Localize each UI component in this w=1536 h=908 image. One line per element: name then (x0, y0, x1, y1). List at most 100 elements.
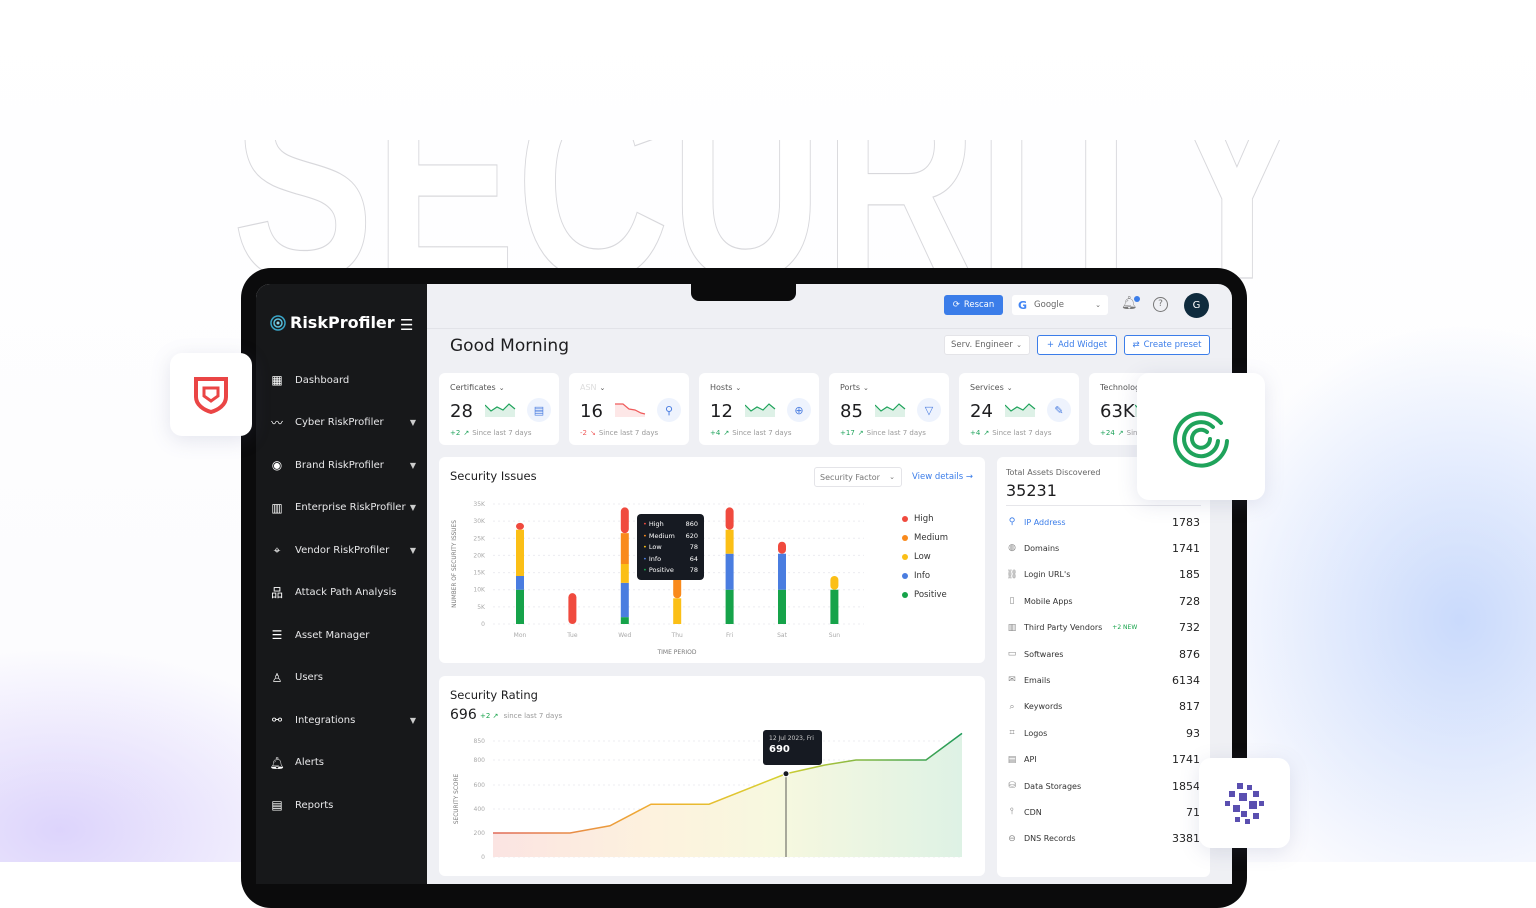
asset-row-dns-records[interactable]: ⊖ DNS Records 3381 (1006, 831, 1200, 847)
legend-item-info[interactable]: Info (902, 571, 930, 581)
bar-segment-info[interactable] (620, 582, 629, 618)
stat-label[interactable]: Services ⌄ (970, 383, 1013, 392)
sidebar-item-brand-riskprofiler[interactable]: ◉ Brand RiskProfiler ▼ (268, 454, 418, 476)
asset-count: 876 (1179, 647, 1200, 661)
sidebar-item-cyber-riskprofiler[interactable]: 〰 Cyber RiskProfiler ▼ (268, 412, 418, 434)
asset-row-softwares[interactable]: ▭ Softwares 876 (1006, 646, 1200, 662)
asset-row-emails[interactable]: ✉ Emails 6134 (1006, 672, 1200, 688)
bar-segment-info[interactable] (725, 553, 734, 590)
stat-card-hosts[interactable]: Hosts ⌄ 12 ⊕ +4 ↗ Since last 7 days (699, 373, 819, 445)
tooltip-series-name: Low (648, 543, 662, 551)
bell-icon: 🔔︎ (269, 755, 285, 770)
sidebar-item-reports[interactable]: ▤ Reports (268, 794, 418, 816)
stat-label[interactable]: Certificates ⌄ (450, 383, 505, 392)
bar-segment-medium[interactable] (620, 533, 629, 564)
security-factor-select[interactable]: Security Factor ⌄ (814, 467, 902, 487)
trend-down-icon: ↘ (589, 429, 596, 437)
bell-icon[interactable]: 🔔︎ (1121, 296, 1138, 311)
legend-item-high[interactable]: High (902, 514, 934, 524)
avatar[interactable]: G (1184, 293, 1209, 318)
caret-down-icon[interactable]: ▼ (409, 418, 416, 427)
legend-dot: • (643, 566, 647, 574)
app-logo[interactable]: RiskProfiler (270, 313, 395, 332)
chevron-down-icon: ⌄ (863, 384, 869, 392)
add-widget-button[interactable]: + Add Widget (1037, 335, 1117, 355)
stat-card-certificates[interactable]: Certificates ⌄ 28 ▤ +2 ↗ Since last 7 days (439, 373, 559, 445)
bar-segment-high[interactable] (516, 522, 524, 530)
y-axis-label: NUMBER OF SECURITY ISSUES (452, 520, 458, 608)
tooltip-series: • Medium (643, 531, 675, 543)
sidebar-item-dashboard[interactable]: ▦ Dashboard (268, 369, 418, 391)
asset-row-logos[interactable]: ⌗ Logos 93 (1006, 725, 1200, 741)
sidebar-item-vendor-riskprofiler[interactable]: ⌖ Vendor RiskProfiler ▼ (268, 539, 418, 561)
page-title: Good Morning (450, 336, 569, 356)
asset-row-cdn[interactable]: ⫯ CDN 71 (1006, 804, 1200, 820)
role-select[interactable]: Serv. Engineer ⌄ (944, 335, 1030, 355)
bar-segment-positive[interactable] (620, 617, 629, 624)
help-icon[interactable]: ? (1153, 297, 1168, 312)
bar-segment-high[interactable] (568, 593, 577, 624)
stat-label[interactable]: ASN ⌄ (580, 383, 605, 392)
sidebar-item-alerts[interactable]: 🔔︎ Alerts (268, 752, 418, 774)
hover-point[interactable] (782, 770, 790, 778)
user-icon: ♙ (271, 670, 283, 685)
legend-item-positive[interactable]: Positive (902, 590, 947, 600)
bar-segment-low[interactable] (516, 529, 524, 576)
tooltip-row: • Positive 78 (643, 565, 698, 577)
bar-segment-high[interactable] (725, 507, 734, 530)
menu-toggle-icon[interactable]: ☰ (400, 316, 414, 334)
bar-segment-high[interactable] (778, 541, 786, 554)
bar-segment-low[interactable] (725, 529, 734, 554)
delta-value: +2 (450, 429, 461, 437)
asset-row-mobile-apps[interactable]: ▯ Mobile Apps 728 (1006, 593, 1200, 609)
x-tick-label: Thu (671, 632, 683, 639)
caret-down-icon[interactable]: ▼ (409, 545, 416, 555)
sidebar-item-asset-manager[interactable]: ☰ Asset Manager (268, 624, 418, 646)
asset-row-data-storages[interactable]: ⛁ Data Storages 1854 (1006, 778, 1200, 794)
caret-down-icon[interactable]: ▼ (409, 460, 416, 470)
asset-row-login-url-s[interactable]: ⛓ Login URL's 185 (1006, 567, 1200, 583)
stat-label[interactable]: Ports ⌄ (840, 383, 869, 392)
create-preset-button[interactable]: ⇄ Create preset (1124, 335, 1210, 355)
org-select[interactable]: G Google ⌄ (1012, 295, 1108, 315)
bar-segment-high[interactable] (620, 507, 629, 534)
add-widget-label: Add Widget (1058, 340, 1108, 350)
sidebar-item-enterprise-riskprofiler[interactable]: ▥ Enterprise RiskProfiler ▼ (268, 497, 418, 519)
asset-row-domains[interactable]: ◍ Domains 1741 (1006, 540, 1200, 556)
bar-segment-positive[interactable] (778, 589, 786, 624)
asset-row-ip-address[interactable]: ⚲ IP Address 1783 (1006, 514, 1200, 530)
rating-line (493, 732, 963, 834)
bar-segment-positive[interactable] (516, 589, 524, 624)
rescan-button[interactable]: ⟳ Rescan (944, 295, 1003, 315)
bar-segment-low[interactable] (830, 576, 839, 590)
legend-item-low[interactable]: Low (902, 552, 931, 562)
bar-segment-medium[interactable] (673, 574, 682, 599)
asset-row-api[interactable]: ▤ API 1741 (1006, 752, 1200, 768)
sidebar-item-attack-path-analysis[interactable]: 品 Attack Path Analysis (268, 582, 418, 604)
view-details-link[interactable]: View details → (912, 472, 973, 482)
asset-row-third-party-vendors[interactable]: ▥ Third Party Vendors +2 NEW 732 (1006, 620, 1200, 636)
bar-segment-positive[interactable] (725, 589, 734, 624)
create-preset-label: Create preset (1143, 340, 1202, 350)
stat-card-services[interactable]: Services ⌄ 24 ✎ +4 ↗ Since last 7 days (959, 373, 1079, 445)
bar-segment-low[interactable] (620, 564, 629, 583)
stat-card-ports[interactable]: Ports ⌄ 85 ▽ +17 ↗ Since last 7 days (829, 373, 949, 445)
legend-item-medium[interactable]: Medium (902, 533, 948, 543)
sidebar-item-users[interactable]: ♙ Users (268, 667, 418, 689)
sidebar-item-integrations[interactable]: ⚯ Integrations ▼ (268, 709, 418, 731)
stat-label[interactable]: Hosts ⌄ (710, 383, 741, 392)
caret-down-icon[interactable]: ▼ (409, 503, 416, 512)
tooltip-row: • Medium 620 (643, 531, 698, 543)
bar-segment-low[interactable] (673, 598, 682, 624)
bar-segment-info[interactable] (516, 576, 524, 590)
bar-segment-positive[interactable] (830, 589, 839, 624)
asset-row-keywords[interactable]: ⌕ Keywords 817 (1006, 699, 1200, 715)
refresh-icon: ⟳ (952, 300, 960, 310)
legend-label: Positive (914, 590, 947, 600)
caret-down-icon[interactable]: ▼ (409, 715, 416, 725)
stat-card-asn[interactable]: ASN ⌄ 16 ⚲ -2 ↘ Since last 7 days (569, 373, 689, 445)
purple-logo-card (1199, 758, 1290, 848)
delta-note: Since last 7 days (992, 429, 1052, 437)
chevron-down-icon: ⌄ (498, 384, 505, 392)
bar-segment-info[interactable] (778, 553, 786, 590)
